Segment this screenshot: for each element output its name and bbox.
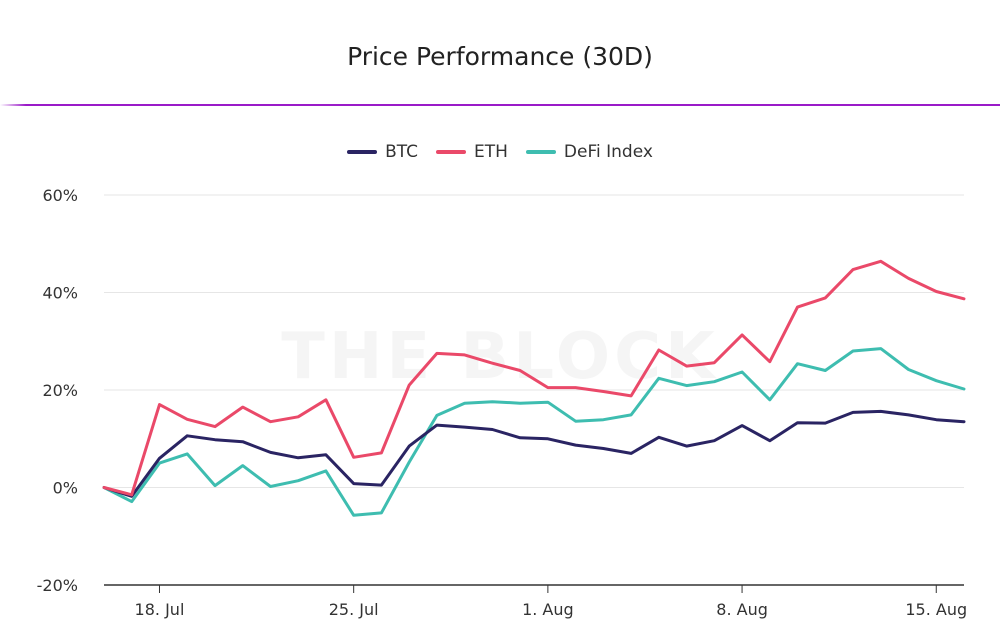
legend-label-defi-index: DeFi Index (563, 142, 653, 162)
legend-swatch-btc (347, 150, 378, 154)
y-tick-label: 20% (42, 381, 78, 400)
y-tick-label: 0% (53, 479, 78, 498)
y-tick-label: 40% (42, 284, 78, 303)
legend-item-btc[interactable]: BTC (347, 142, 418, 162)
x-tick-label: 8. Aug (716, 600, 768, 619)
legend-item-eth[interactable]: ETH (435, 142, 508, 162)
x-tick-label: 25. Jul (329, 600, 379, 619)
legend-label-btc: BTC (385, 142, 418, 162)
legend-label-eth: ETH (473, 142, 508, 162)
chart-legend: BTC ETH DeFi Index (0, 142, 1000, 162)
y-tick-label: 60% (42, 186, 78, 205)
chart-title: Price Performance (30D) (347, 42, 653, 71)
series-line-btc (102, 409, 966, 498)
title-divider-fade (0, 104, 26, 106)
x-tick-label: 1. Aug (522, 600, 574, 619)
series-line-defi-index (102, 347, 966, 517)
series-line-eth (102, 259, 966, 497)
legend-swatch-eth (435, 150, 466, 154)
legend-item-defi-index[interactable]: DeFi Index (525, 142, 653, 162)
watermark: THE BLOCK (281, 320, 718, 394)
title-divider (0, 104, 1000, 106)
y-tick-label: -20% (37, 576, 78, 595)
legend-swatch-defi-index (525, 150, 556, 154)
x-tick-label: 18. Jul (135, 600, 185, 619)
x-tick-label: 15. Aug (905, 600, 967, 619)
